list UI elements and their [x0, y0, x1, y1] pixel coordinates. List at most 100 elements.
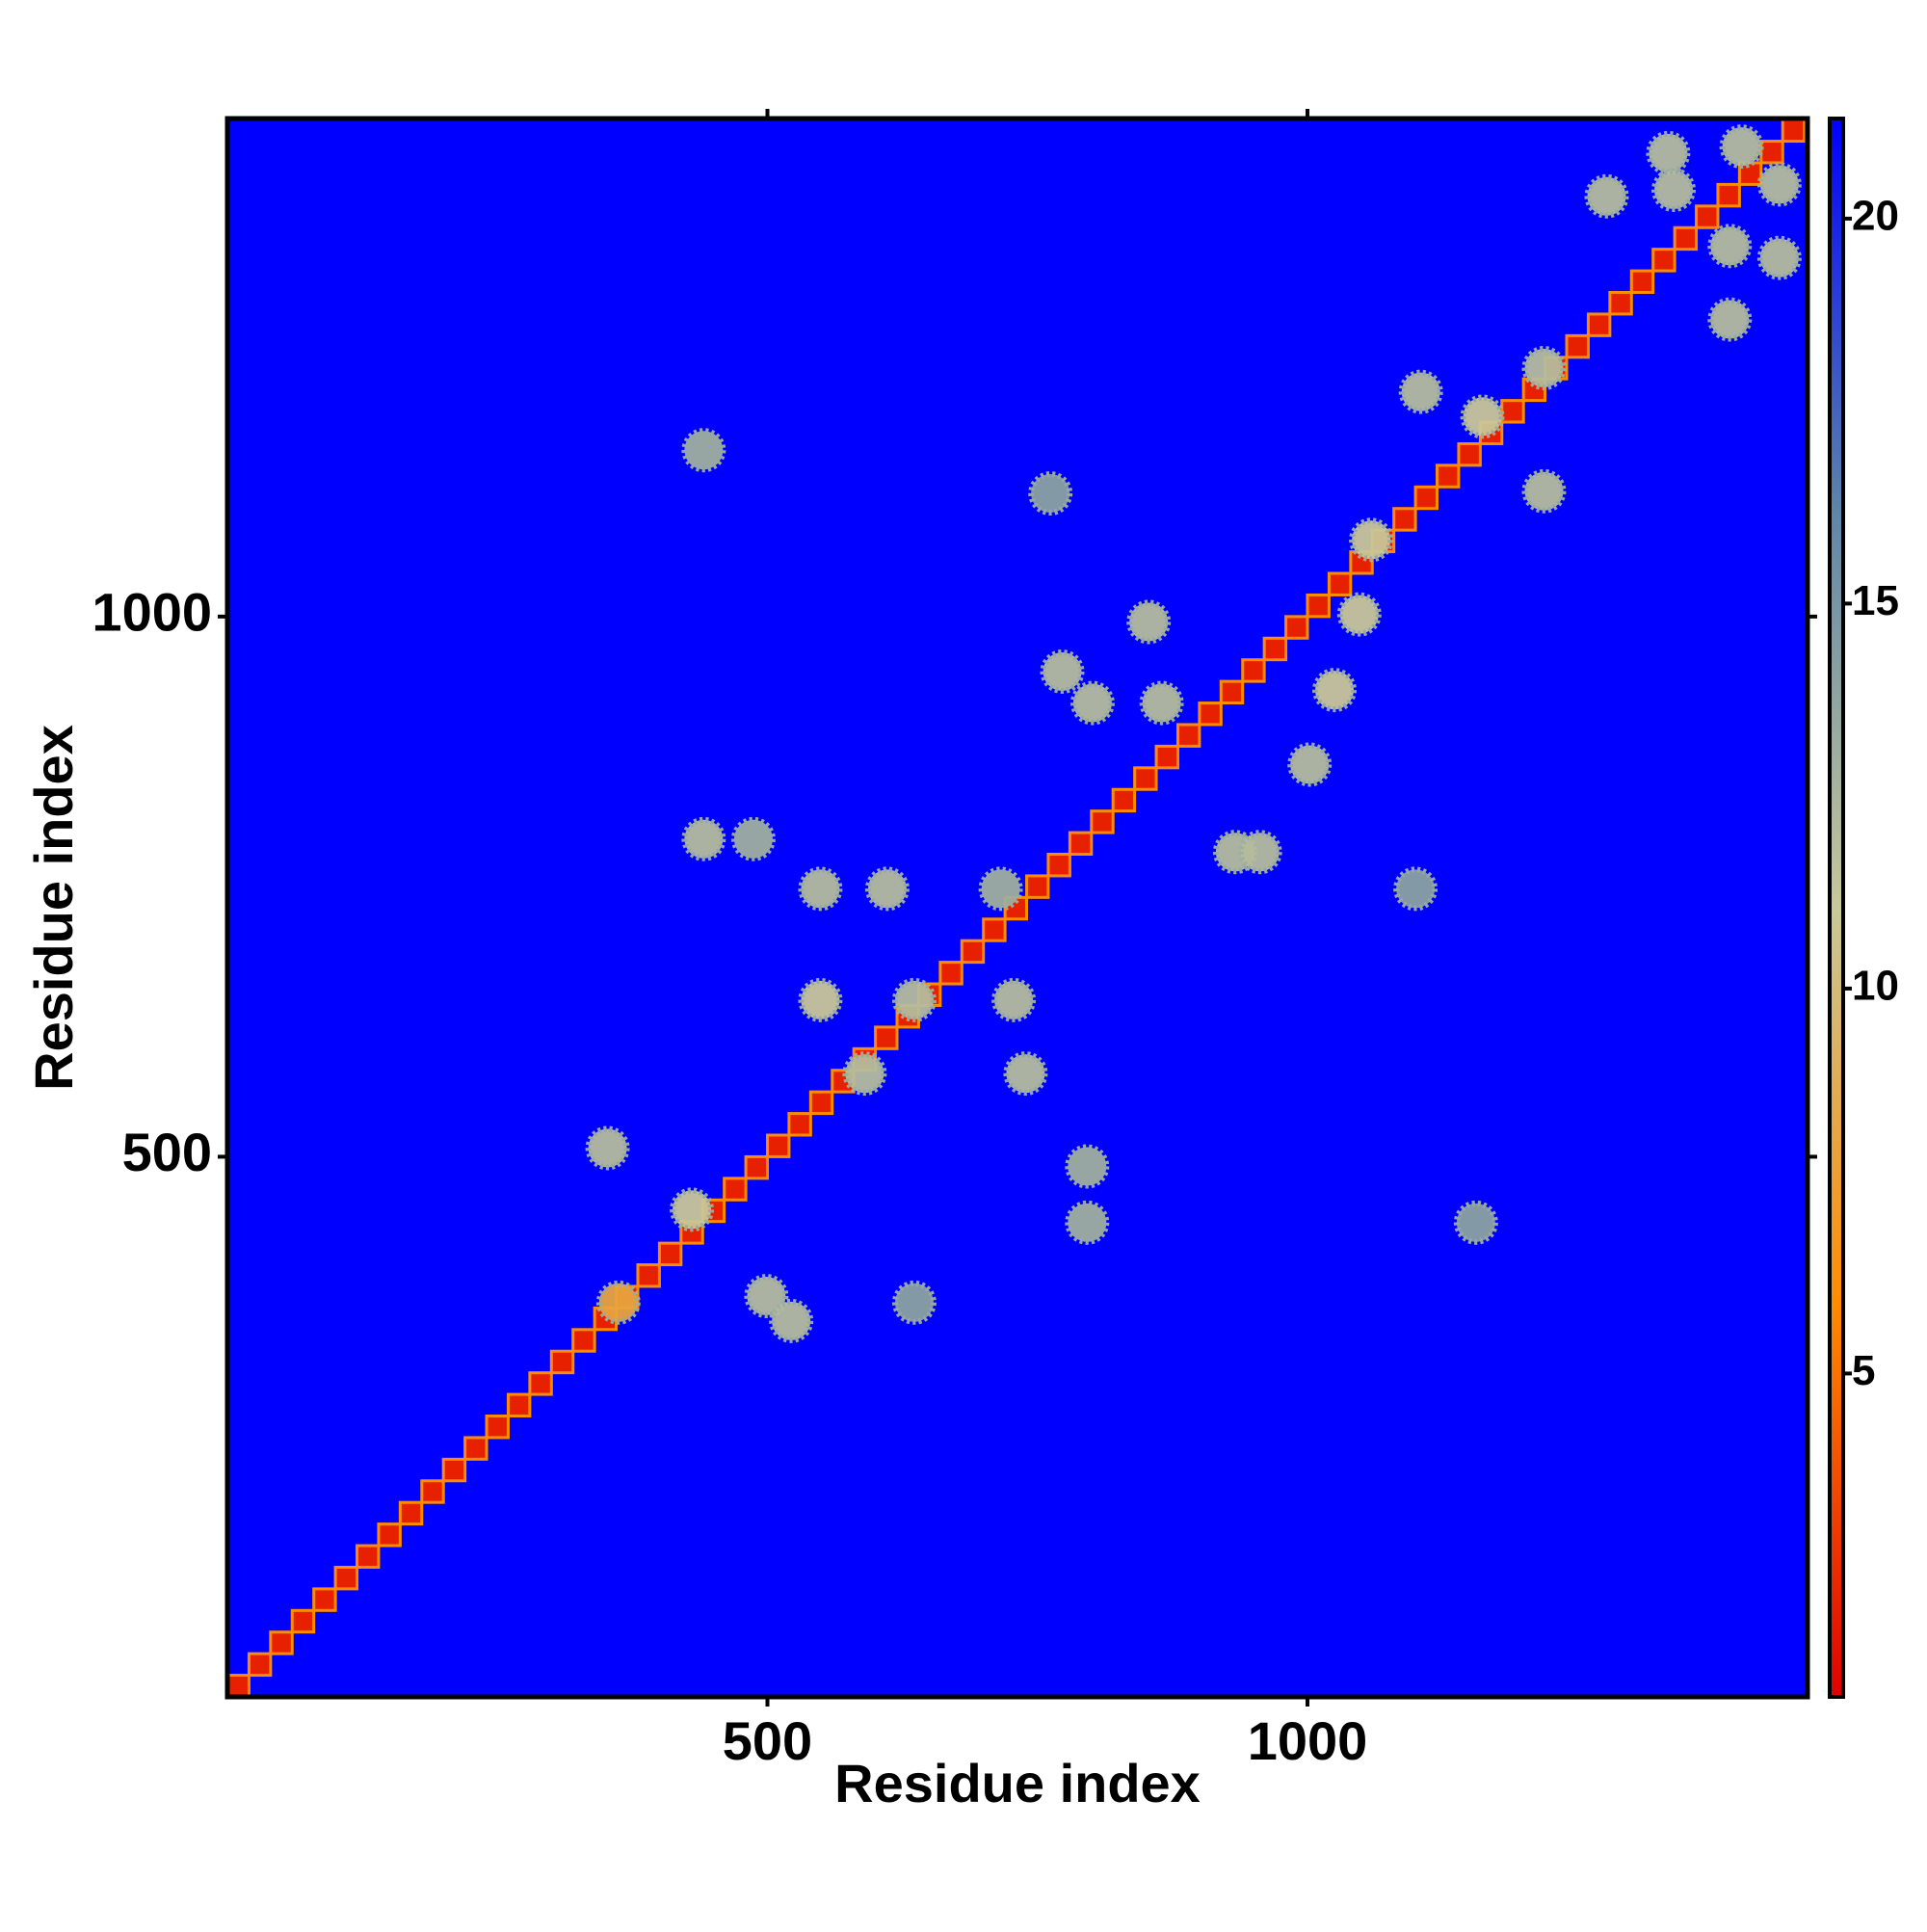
contact-patch — [1398, 369, 1443, 414]
diagonal-cell — [1327, 571, 1353, 596]
contact-patch — [1065, 1144, 1110, 1189]
diagonal-cell — [247, 1652, 273, 1678]
diagonal-cell — [1306, 593, 1331, 619]
diagonal-cell — [1608, 291, 1633, 316]
contact-patch — [891, 977, 937, 1022]
contact-patch — [1237, 830, 1282, 875]
diagonal-cell — [528, 1371, 553, 1396]
colorbar — [1828, 117, 1845, 1699]
diagonal-cell — [1284, 615, 1309, 640]
diagonal-cell — [1436, 463, 1461, 489]
diagonal-cell — [765, 1133, 791, 1158]
diagonal-cell — [1068, 831, 1094, 857]
contact-patch — [585, 1125, 630, 1171]
diagonal-cell — [938, 961, 964, 986]
contact-patch — [1707, 297, 1753, 342]
contact-patch — [842, 1051, 887, 1097]
diagonal-cell — [1781, 119, 1807, 144]
diagonal-cell — [1219, 679, 1245, 705]
diagonal-cell — [333, 1565, 359, 1591]
contact-patch — [730, 816, 776, 861]
contact-patch — [1287, 742, 1333, 787]
diagonal-cell — [1695, 204, 1720, 229]
diagonal-cell — [463, 1436, 488, 1461]
diagonal-cell — [356, 1544, 381, 1569]
contact-patch — [1126, 599, 1172, 645]
contact-patch — [991, 977, 1037, 1022]
diagonal-cell — [960, 939, 986, 965]
diagonal-cell — [485, 1415, 510, 1440]
diagonal-cell — [441, 1457, 467, 1483]
diagonal-cell — [1759, 140, 1784, 165]
x-tick-label: 1000 — [1248, 1710, 1368, 1771]
contact-patch — [1521, 468, 1567, 514]
diagonal-cell — [1500, 399, 1525, 424]
contact-patch — [1453, 1200, 1498, 1245]
diagonal-cell — [1133, 766, 1158, 791]
diagonal-cell — [1090, 809, 1115, 834]
diagonal-cell — [808, 1090, 834, 1116]
diagonal-cell — [1413, 485, 1439, 511]
diagonal-cell — [1651, 248, 1676, 273]
diagonal-cell — [723, 1177, 748, 1202]
diagonal-cell — [1629, 269, 1655, 295]
contact-patch — [670, 1187, 715, 1232]
contact-patch — [1065, 1200, 1110, 1245]
x-axis-title: Residue index — [834, 1753, 1201, 1813]
contact-patch — [1646, 130, 1691, 175]
contact-patch — [1349, 517, 1394, 563]
contact-patch — [1756, 162, 1802, 207]
contact-patch — [891, 1280, 937, 1325]
diagonal-cell — [1262, 636, 1288, 662]
diagonal-cell — [290, 1608, 316, 1634]
diagonal-cell — [269, 1630, 294, 1655]
contact-patch — [1650, 167, 1696, 212]
contact-patch — [798, 977, 843, 1022]
contact-patch — [1312, 668, 1358, 713]
plot-frame — [224, 116, 1810, 1700]
diagonal-cell — [1154, 744, 1179, 770]
diagonal-cell — [787, 1112, 812, 1137]
contact-patch — [681, 428, 726, 473]
diagonal-cell — [1111, 787, 1137, 813]
y-tick-label: 500 — [122, 1122, 212, 1182]
diagonal-cell — [1457, 441, 1482, 467]
diagonal-cell — [1392, 507, 1417, 532]
diagonal-cell — [1586, 312, 1612, 337]
contact-patch — [1584, 173, 1629, 219]
heatmap-cells — [227, 119, 1807, 1697]
contact-patch — [1003, 1051, 1048, 1097]
diagonal-cell — [1046, 853, 1071, 878]
contact-patch — [681, 816, 726, 861]
contact-patch — [1069, 680, 1115, 726]
colorbar-tick-label: 15 — [1852, 577, 1899, 624]
contact-patch — [1707, 224, 1753, 269]
contact-patch — [1460, 394, 1505, 439]
colorbar-tick-label: 5 — [1852, 1347, 1875, 1394]
diagonal-cell — [1198, 701, 1223, 727]
contact-patch — [1521, 345, 1567, 390]
diagonal-cell — [420, 1479, 445, 1504]
contact-patch — [1040, 649, 1085, 695]
diagonal-cell — [227, 1674, 251, 1697]
contact-patch — [1139, 680, 1184, 726]
diagonal-cell — [982, 917, 1007, 942]
colorbar-tick-label: 10 — [1852, 963, 1899, 1010]
contact-patch — [1336, 592, 1382, 637]
diagonal-cell — [1025, 874, 1050, 899]
y-tick-label: 1000 — [92, 582, 212, 643]
contact-patch — [978, 866, 1023, 912]
diagonal-cell — [506, 1392, 532, 1417]
contact-patch — [595, 1280, 641, 1325]
contact-patch — [769, 1298, 814, 1343]
diagonal-cell — [1565, 333, 1590, 359]
colorbar-tick-label: 20 — [1852, 192, 1899, 239]
diagonal-cell — [571, 1328, 596, 1353]
contact-patch — [864, 866, 910, 912]
diagonal-cell — [312, 1587, 337, 1612]
contact-patch — [1719, 124, 1764, 170]
diagonal-cell — [1175, 723, 1201, 748]
diagonal-cell — [377, 1522, 402, 1548]
diagonal-cell — [1673, 225, 1699, 251]
diagonal-cell — [1716, 182, 1741, 208]
